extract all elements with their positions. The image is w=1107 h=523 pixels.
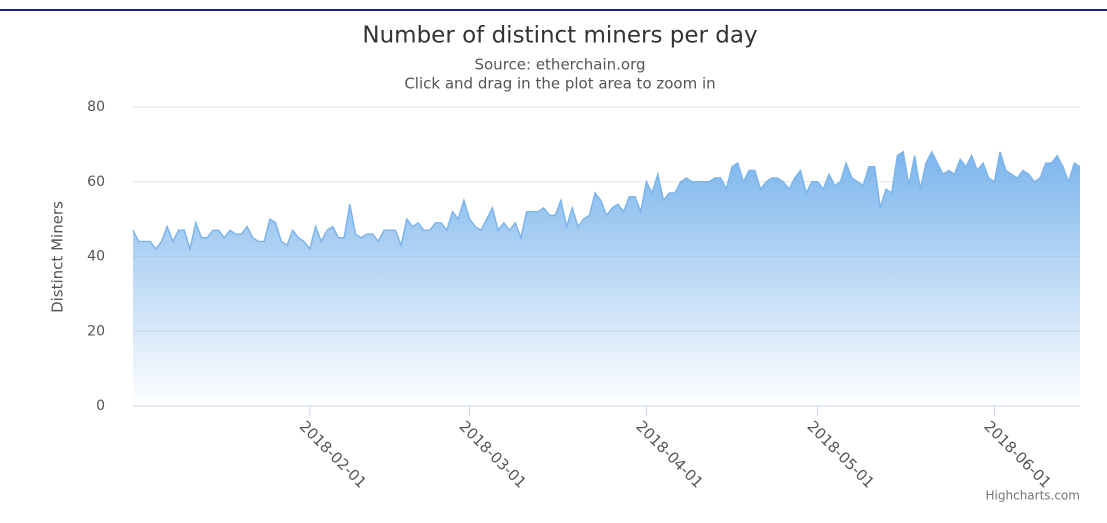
x-tick-label: 2018-05-01 bbox=[804, 417, 878, 491]
y-tick-label: 20 bbox=[87, 323, 105, 339]
y-tick-label: 0 bbox=[96, 398, 105, 414]
y-axis-label: Distinct Miners bbox=[49, 201, 67, 313]
chart-title: Number of distinct miners per day bbox=[362, 23, 757, 49]
x-tick-label: 2018-02-01 bbox=[296, 417, 370, 491]
y-tick-label: 80 bbox=[87, 99, 105, 115]
y-tick-label: 40 bbox=[87, 249, 105, 265]
chart-subtitle: Source: etherchain.org bbox=[474, 56, 645, 74]
x-tick-label: 2018-04-01 bbox=[632, 417, 706, 491]
area-fill bbox=[133, 151, 1080, 406]
x-tick-label: 2018-03-01 bbox=[456, 417, 530, 491]
y-tick-label: 60 bbox=[87, 174, 105, 190]
x-tick-label: 2018-06-01 bbox=[980, 417, 1054, 491]
credits: Highcharts.com bbox=[986, 489, 1080, 503]
area-line bbox=[132, 150, 1081, 252]
chart-subtitle: Click and drag in the plot area to zoom … bbox=[404, 75, 715, 93]
